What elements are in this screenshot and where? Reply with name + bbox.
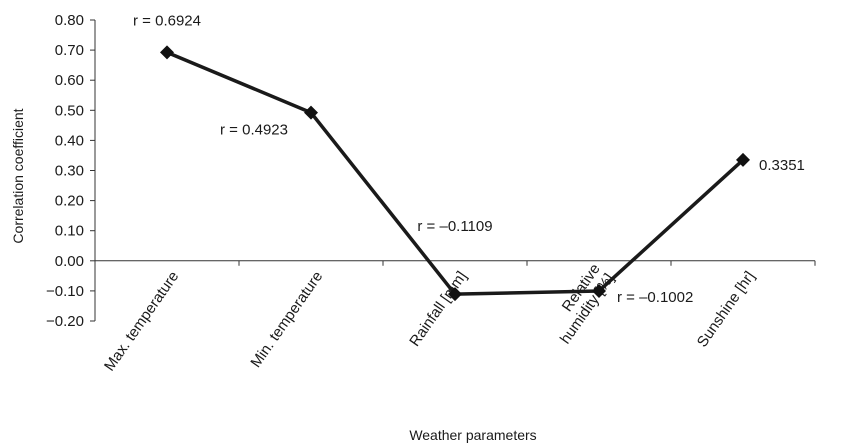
- y-tick-label: 0.00: [55, 253, 84, 270]
- x-category-label-line: Max. temperature: [101, 268, 182, 374]
- data-point-marker: [448, 287, 462, 302]
- series-correlation: [160, 45, 750, 302]
- x-axis-category-labels: Max. temperature Min. temperature Rainfall…: [101, 261, 758, 374]
- data-point-marker: [304, 105, 318, 120]
- x-category-label-line: Sunshine [hr]: [694, 268, 759, 350]
- data-point-marker: [736, 152, 750, 167]
- y-tick-label: 0.30: [55, 163, 84, 180]
- y-tick-label: 0.40: [55, 132, 84, 149]
- x-category-label: Min. temperature: [247, 268, 326, 371]
- data-label: 0.3351: [759, 157, 805, 174]
- data-label: r = 0.6924: [133, 12, 201, 29]
- y-tick-label: −0.10: [46, 283, 84, 300]
- x-category-label: Rainfall [mm]: [406, 268, 470, 349]
- y-axis-ticks: 0.80 0.70 0.60 0.50 0.40 0.30 0.20 0.10 0.00 −0.1…: [46, 12, 95, 330]
- data-point-marker: [592, 283, 606, 298]
- x-category-label: Max. temperature: [101, 268, 182, 374]
- y-tick-label: 0.10: [55, 223, 84, 240]
- x-category-label: Relativehumidity [%]: [543, 261, 618, 347]
- x-category-label: Sunshine [hr]: [694, 268, 759, 350]
- y-tick-label: 0.50: [55, 102, 84, 119]
- x-axis-title: Weather parameters: [409, 427, 536, 443]
- y-tick-label: 0.80: [55, 12, 84, 29]
- y-axis-title: Correlation coefficient: [10, 108, 26, 243]
- data-label: r = 0.4923: [220, 122, 288, 139]
- y-tick-label: 0.70: [55, 42, 84, 59]
- x-category-label-line: Min. temperature: [247, 268, 326, 371]
- data-labels: r = 0.6924 r = 0.4923 r = –0.1109 r = –0.10…: [133, 12, 805, 306]
- data-label: r = –0.1002: [617, 289, 693, 306]
- y-tick-label: −0.20: [46, 313, 84, 330]
- y-tick-label: 0.20: [55, 193, 84, 210]
- data-point-marker: [160, 45, 174, 60]
- x-category-label-line: Rainfall [mm]: [406, 268, 470, 349]
- data-label: r = –0.1109: [417, 218, 492, 235]
- series-line: [166, 50, 745, 296]
- y-tick-label: 0.60: [55, 72, 84, 89]
